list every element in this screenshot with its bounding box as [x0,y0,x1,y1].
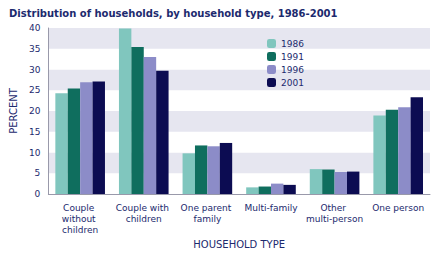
svg-text:Multi-family: Multi-family [244,203,298,213]
svg-text:One person: One person [372,203,424,213]
svg-text:5: 5 [35,168,41,178]
svg-text:Other: Other [320,203,348,213]
svg-text:30: 30 [29,65,41,75]
svg-text:1986: 1986 [281,39,304,49]
svg-text:2001: 2001 [281,78,304,88]
svg-text:PERCENT: PERCENT [8,87,19,134]
svg-text:0: 0 [35,189,41,199]
svg-text:Distribution of households, by: Distribution of households, by household… [9,8,338,19]
svg-text:1991: 1991 [281,52,304,62]
svg-text:40: 40 [29,23,41,33]
svg-text:15: 15 [29,127,40,137]
svg-text:20: 20 [29,106,41,116]
svg-text:1996: 1996 [281,65,304,75]
svg-text:multi-person: multi-person [306,214,363,224]
svg-text:children: children [126,214,162,224]
svg-text:Couple: Couple [63,203,97,213]
svg-text:without: without [62,214,99,224]
svg-text:25: 25 [29,85,40,95]
svg-text:35: 35 [29,44,40,54]
svg-text:HOUSEHOLD TYPE: HOUSEHOLD TYPE [193,239,285,250]
svg-text:One parent: One parent [181,203,235,213]
svg-text:family: family [193,214,221,224]
svg-text:Couple with: Couple with [116,203,172,213]
svg-text:children: children [62,225,98,235]
svg-text:10: 10 [29,148,41,158]
